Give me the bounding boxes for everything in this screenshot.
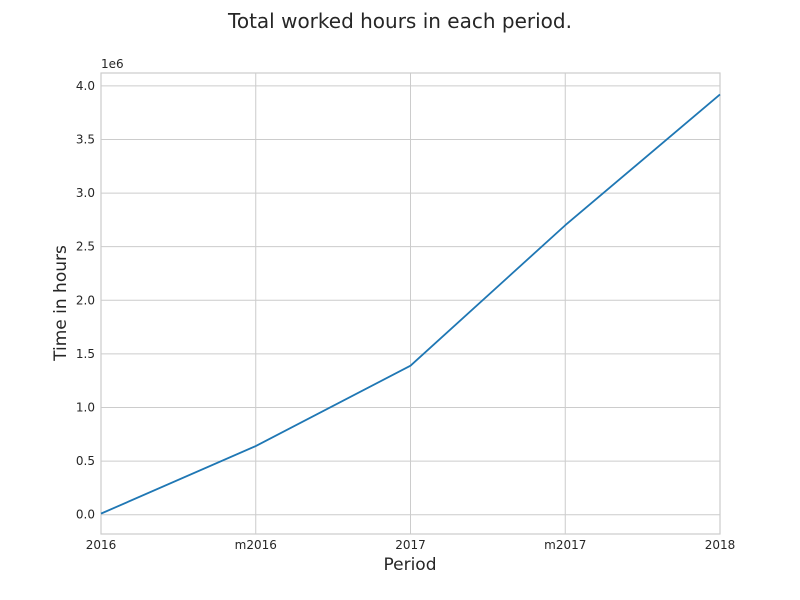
y-scale-label: 1e6 <box>101 57 124 71</box>
y-tick-label: 0.5 <box>76 454 95 468</box>
y-tick-label: 0.0 <box>76 508 95 522</box>
x-tick-labels: 2016 m2016 2017 m2017 2018 <box>86 538 736 552</box>
y-tick-label: 1.5 <box>76 347 95 361</box>
y-tick-label: 2.5 <box>76 240 95 254</box>
series-lines <box>100 93 721 515</box>
y-tick-label: 3.0 <box>76 186 95 200</box>
y-tick-label: 1.0 <box>76 400 95 414</box>
y-tick-label: 3.5 <box>76 132 95 146</box>
y-tick-labels: 0.0 0.5 1.0 1.5 2.0 2.5 3.0 3.5 4.0 <box>76 79 95 522</box>
x-tick-label: 2017 <box>395 538 426 552</box>
y-axis-label: Time in hours <box>51 245 71 362</box>
x-tick-label: m2017 <box>544 538 586 552</box>
x-tick-label: m2016 <box>235 538 277 552</box>
plot-frame <box>100 72 721 535</box>
y-tick-label: 2.0 <box>76 293 95 307</box>
grid <box>100 73 721 534</box>
x-tick-label: 2016 <box>86 538 117 552</box>
y-tick-label: 4.0 <box>76 79 95 93</box>
x-tick-label: 2018 <box>705 538 736 552</box>
x-axis-label: Period <box>383 555 436 575</box>
series-line <box>100 93 721 515</box>
chart-title: Total worked hours in each period. <box>227 9 572 33</box>
